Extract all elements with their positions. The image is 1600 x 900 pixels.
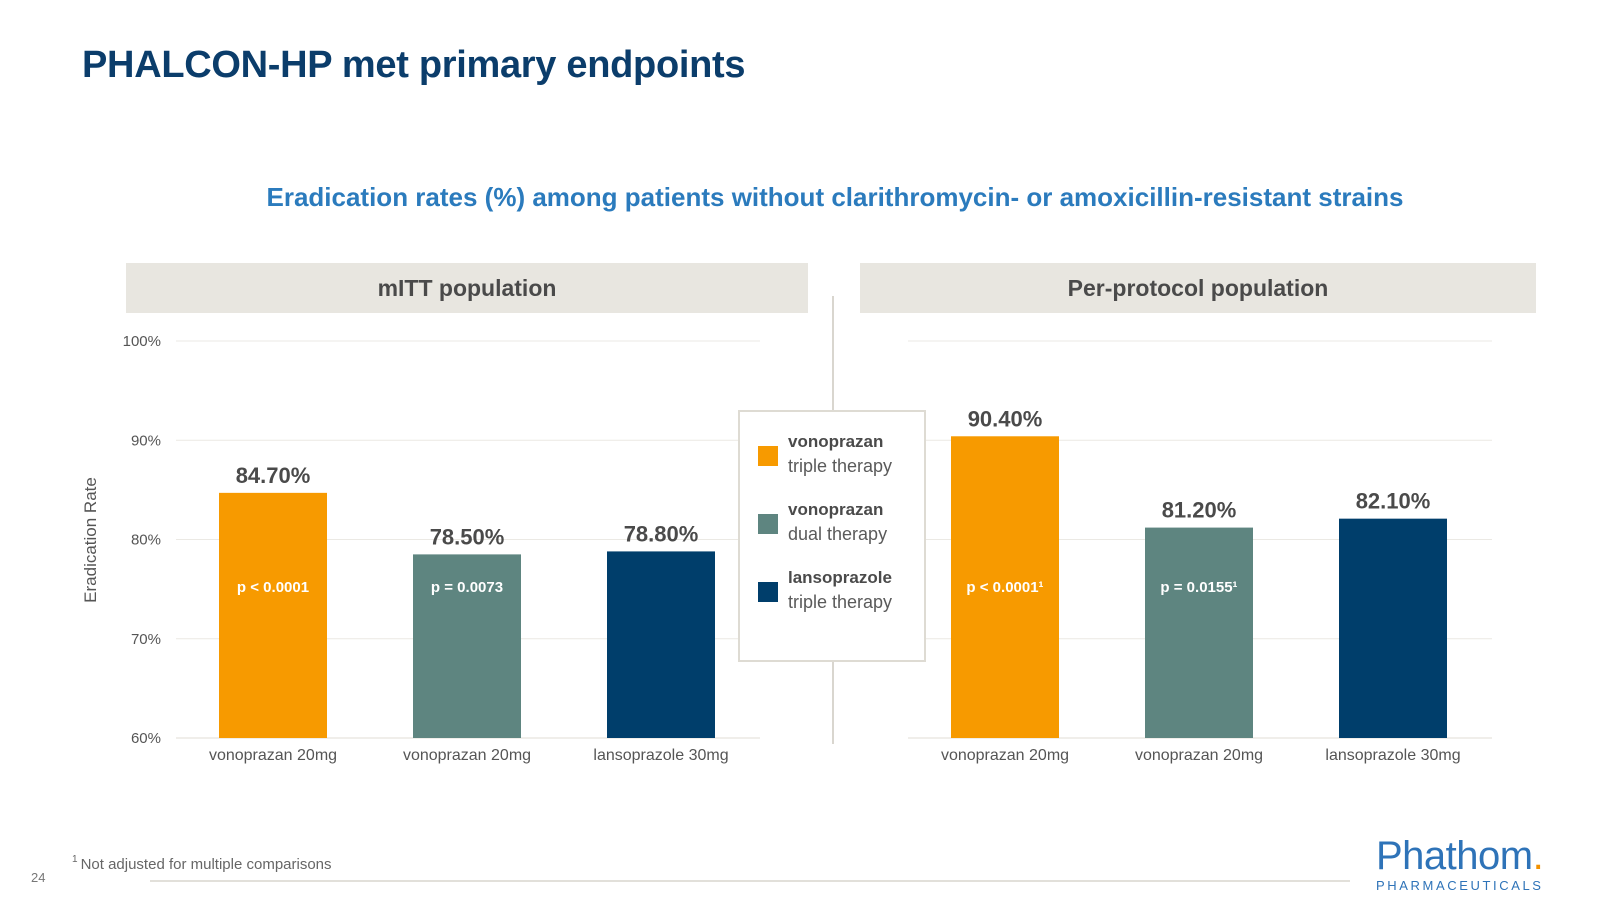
- page-number: 24: [31, 870, 46, 885]
- legend-name: vonoprazan: [788, 432, 884, 451]
- p-value-label: p = 0.0155¹: [1160, 579, 1237, 596]
- x-category-label: vonoprazan 20mg: [403, 747, 531, 764]
- y-tick-label: 80%: [131, 532, 161, 549]
- legend-name: lansoprazole: [788, 568, 892, 587]
- legend-item: vonoprazan dual therapy: [758, 498, 924, 546]
- legend-swatch: [758, 582, 778, 602]
- x-category-label: lansoprazole 30mg: [1325, 747, 1460, 764]
- bar: [219, 492, 327, 738]
- p-value-label: p < 0.0001¹: [966, 579, 1043, 596]
- bar-value-label: 82.10%: [1356, 489, 1431, 514]
- chart-subtitle: Eradication rates (%) among patients wit…: [266, 182, 1404, 212]
- x-category-label: vonoprazan 20mg: [1135, 747, 1263, 764]
- panel-header-per-protocol: Per-protocol population: [860, 263, 1536, 313]
- legend-sub: triple therapy: [788, 592, 893, 612]
- footnote: 1 Not adjusted for multiple comparisons: [72, 854, 332, 873]
- y-tick-label: 70%: [131, 631, 161, 648]
- x-category-label: vonoprazan 20mg: [209, 747, 337, 764]
- bar-value-label: 78.50%: [430, 524, 505, 549]
- legend-item: vonoprazan triple therapy: [758, 430, 924, 478]
- footer-line: [150, 880, 1350, 882]
- footnote-marker: 1: [72, 854, 78, 865]
- bar-value-label: 81.20%: [1162, 498, 1237, 523]
- bar-value-label: 78.80%: [624, 521, 699, 546]
- panel-title-per-protocol: Per-protocol population: [1067, 274, 1329, 301]
- bar: [951, 436, 1059, 738]
- p-value-label: p < 0.0001: [237, 579, 309, 596]
- bar: [1145, 527, 1253, 738]
- y-tick-label: 100%: [123, 333, 161, 350]
- slide-title: PHALCON-HP met primary endpoints: [82, 44, 746, 86]
- legend: vonoprazan triple therapy vonoprazan dua…: [738, 410, 926, 662]
- bar: [1339, 518, 1447, 738]
- y-tick-label: 90%: [131, 432, 161, 449]
- bar-value-label: 84.70%: [236, 463, 311, 488]
- bar: [607, 551, 715, 738]
- legend-swatch: [758, 446, 778, 466]
- bar: [413, 554, 521, 738]
- logo-subtitle: PHARMACEUTICALS: [1376, 878, 1544, 893]
- bar-value-label: 90.40%: [968, 406, 1043, 431]
- legend-item: lansoprazole triple therapy: [758, 566, 924, 614]
- x-category-label: vonoprazan 20mg: [941, 747, 1069, 764]
- logo-wordmark: Phathom.: [1376, 834, 1544, 878]
- legend-swatch: [758, 514, 778, 534]
- footnote-text: Not adjusted for multiple comparisons: [80, 856, 332, 873]
- legend-sub: triple therapy: [788, 456, 893, 476]
- y-tick-label: 60%: [131, 730, 161, 747]
- panel-title-mitt: mITT population: [377, 274, 557, 301]
- p-value-label: p = 0.0073: [431, 579, 503, 596]
- legend-name: vonoprazan: [788, 500, 884, 519]
- panel-header-mitt: mITT population: [126, 263, 808, 313]
- x-category-label: lansoprazole 30mg: [593, 747, 728, 764]
- company-logo: Phathom. PHARMACEUTICALS: [1376, 836, 1556, 893]
- legend-sub: dual therapy: [788, 524, 888, 544]
